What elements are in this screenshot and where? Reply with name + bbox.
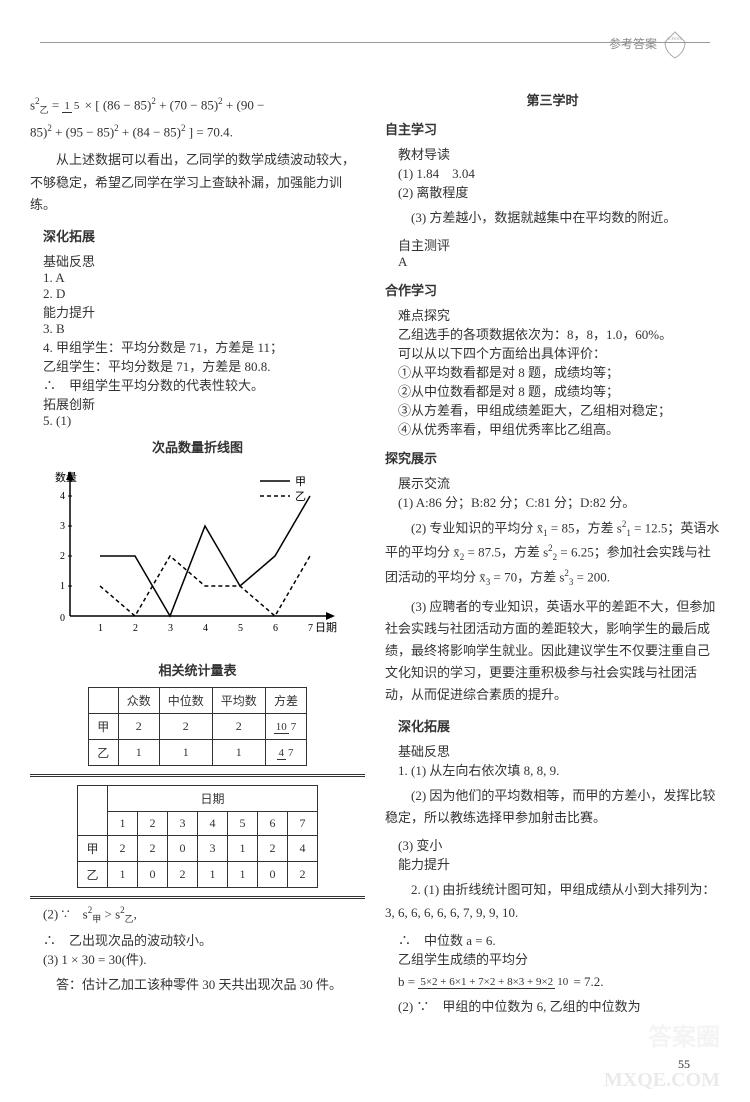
r-para3: ①从平均数看都是对 8 题，成绩均等； — [398, 362, 720, 381]
sub-nengli: 能力提升 — [43, 302, 365, 321]
sub-nengli-r: 能力提升 — [398, 854, 720, 873]
svg-text:2: 2 — [133, 623, 138, 634]
svg-text:1: 1 — [60, 581, 65, 592]
svg-text:0: 0 — [60, 613, 65, 624]
r-c4: b = 5×2 + 6×1 + 7×2 + 8×3 + 9×210 = 7.2. — [398, 972, 720, 993]
r-item3: (3) 方差越小，数据就越集中在平均数的附近。 — [385, 207, 720, 229]
sub-jichu-r: 基础反思 — [398, 741, 720, 760]
date-table: 日期 1234567 甲2203124 乙1021102 — [77, 785, 318, 888]
svg-text:SCHOOL: SCHOOL — [667, 36, 684, 41]
formula-1: s2乙 = 15 × [ (86 − 85)2 + (70 − 85)2 + (… — [30, 94, 365, 117]
r-para1: 乙组选手的各项数据依次为：8，8，1.0，60%。 — [398, 324, 720, 343]
concl-3: (3) 1 × 30 = 30(件). — [43, 949, 365, 968]
svg-text:3: 3 — [60, 521, 65, 532]
svg-text:7: 7 — [308, 623, 313, 634]
concl-1: (2) ∵ s2甲 > s2乙, — [43, 903, 365, 926]
ans-4a: 4. 甲组学生：平均分数是 71，方差是 11； — [43, 337, 365, 356]
sec-hezuo: 合作学习 — [385, 280, 720, 299]
r-ans1: (1) A:86 分；B:82 分；C:81 分；D:82 分。 — [398, 492, 720, 511]
chart-title: 次品数量折线图 — [30, 437, 365, 456]
section-shenhua: 深化拓展 — [43, 226, 365, 245]
svg-text:4: 4 — [203, 623, 208, 634]
r-c2: ∴ 中位数 a = 6. — [398, 930, 720, 949]
sec-shenhua-r: 深化拓展 — [398, 716, 720, 735]
para-1: 从上述数据可以看出，乙同学的数学成绩波动较大，不够稳定，希望乙同学在学习上查缺补… — [30, 149, 365, 215]
stats-table: 众数 中位数 平均数 方差 甲 2 2 2 107 乙 1 1 1 47 — [88, 687, 308, 766]
svg-text:5: 5 — [238, 623, 243, 634]
formula-2: 85)2 + (95 − 85)2 + (84 − 85)2 ] = 70.4. — [30, 121, 365, 143]
r-b1: 1. (1) 从左向右依次填 8, 8, 9. — [398, 760, 720, 779]
svg-text:数量: 数量 — [55, 471, 77, 484]
svg-text:1: 1 — [98, 623, 103, 634]
sub-ceping: 自主测评 — [398, 235, 720, 254]
r-item2: (2) 离散程度 — [398, 182, 720, 201]
table1-title: 相关统计量表 — [30, 660, 365, 679]
ans-5: 5. (1) — [43, 413, 365, 429]
lesson-title: 第三学时 — [385, 90, 720, 109]
r-para2: 可以从以下四个方面给出具体评价： — [398, 343, 720, 362]
watermark-en: MXQE.COM — [604, 1069, 720, 1092]
sub-jiaocai: 教材导读 — [398, 144, 720, 163]
right-column: 第三学时 自主学习 教材导读 (1) 1.84 3.04 (2) 离散程度 (3… — [385, 90, 720, 1015]
r-b2: (2) 因为他们的平均数相等，而甲的方差小，发挥比较稳定，所以教练选择甲参加射击… — [385, 785, 720, 829]
svg-text:甲: 甲 — [295, 476, 306, 488]
ans-4b: 乙组学生：平均分数是 71，方差是 80.8. — [43, 356, 365, 375]
r-b3: (3) 变小 — [398, 835, 720, 854]
watermark-cn: 答案圈 — [648, 1017, 720, 1052]
left-column: s2乙 = 15 × [ (86 − 85)2 + (70 − 85)2 + (… — [30, 90, 365, 1015]
r-c3: 乙组学生成绩的平均分 — [398, 949, 720, 968]
sub-zhanshi: 展示交流 — [398, 473, 720, 492]
ans-3: 3. B — [43, 321, 365, 337]
sec-zizhu: 自主学习 — [385, 119, 720, 138]
ans-4c: ∴ 甲组学生平均分数的代表性较大。 — [43, 375, 365, 394]
concl-2: ∴ 乙出现次品的波动较小。 — [43, 930, 365, 949]
sub-nandian: 难点探究 — [398, 305, 720, 324]
r-c1: 2. (1) 由折线统计图可知，甲组成绩从小到大排列为：3, 6, 6, 6, … — [385, 879, 720, 923]
svg-text:日期: 日期 — [315, 621, 337, 634]
ans-1: 1. A — [43, 270, 365, 286]
svg-text:6: 6 — [273, 623, 278, 634]
r-ans2: (2) 专业知识的平均分 x̄1 = 85，方差 s21 = 12.5；英语水平… — [385, 517, 720, 590]
svg-text:2: 2 — [60, 551, 65, 562]
header-divider — [40, 42, 710, 43]
svg-text:3: 3 — [168, 623, 173, 634]
ans-2: 2. D — [43, 286, 365, 302]
r-item1: (1) 1.84 3.04 — [398, 163, 720, 182]
r-ans3: (3) 应聘者的专业知识，英语水平的差距不大，但参加社会实践与社团活动方面的差距… — [385, 596, 720, 706]
line-chart: 数量 日期 0 1 2 3 4 1 2 3 4 5 6 7 — [30, 466, 365, 650]
r-c5: (2) ∵ 甲组的中位数为 6, 乙组的中位数为 — [398, 996, 720, 1015]
r-item4: A — [398, 254, 720, 270]
svg-text:4: 4 — [60, 491, 65, 502]
r-para4: ②从中位数看都是对 8 题，成绩均等； — [398, 381, 720, 400]
header-text: 参考答案 — [609, 37, 657, 51]
sec-tanjiu: 探究展示 — [385, 448, 720, 467]
school-icon: SCHOOL — [660, 30, 690, 60]
r-para6: ④从优秀率看，甲组优秀率比乙组高。 — [398, 419, 720, 438]
sub-jichu: 基础反思 — [43, 251, 365, 270]
sub-tuozhan: 拓展创新 — [43, 394, 365, 413]
svg-text:乙: 乙 — [295, 490, 306, 503]
concl-4: 答：估计乙加工该种零件 30 天共出现次品 30 件。 — [30, 974, 365, 996]
r-para5: ③从方差看，甲组成绩差距大，乙组相对稳定； — [398, 400, 720, 419]
